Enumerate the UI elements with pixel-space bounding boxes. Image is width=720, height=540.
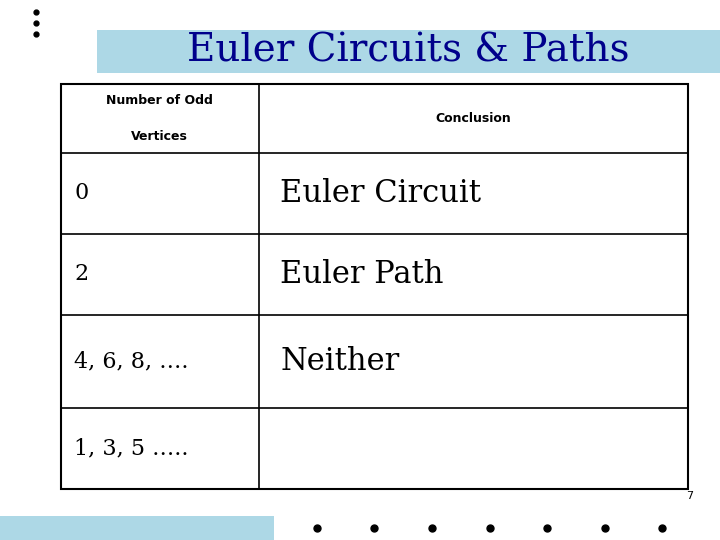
Text: Euler Circuits & Paths: Euler Circuits & Paths — [187, 33, 630, 70]
Text: Conclusion: Conclusion — [435, 112, 511, 125]
Text: 7: 7 — [686, 491, 693, 502]
Text: Number of Odd

Vertices: Number of Odd Vertices — [107, 93, 213, 143]
Text: 4, 6, 8, ….: 4, 6, 8, …. — [74, 350, 189, 372]
FancyBboxPatch shape — [0, 516, 274, 540]
FancyBboxPatch shape — [97, 30, 720, 73]
Text: 0: 0 — [74, 182, 89, 204]
Text: Euler Circuit: Euler Circuit — [280, 178, 481, 208]
Text: Euler Path: Euler Path — [280, 259, 444, 289]
Text: 1, 3, 5 …..: 1, 3, 5 ….. — [74, 437, 189, 459]
Text: 2: 2 — [74, 263, 89, 285]
Text: Neither: Neither — [280, 346, 400, 376]
